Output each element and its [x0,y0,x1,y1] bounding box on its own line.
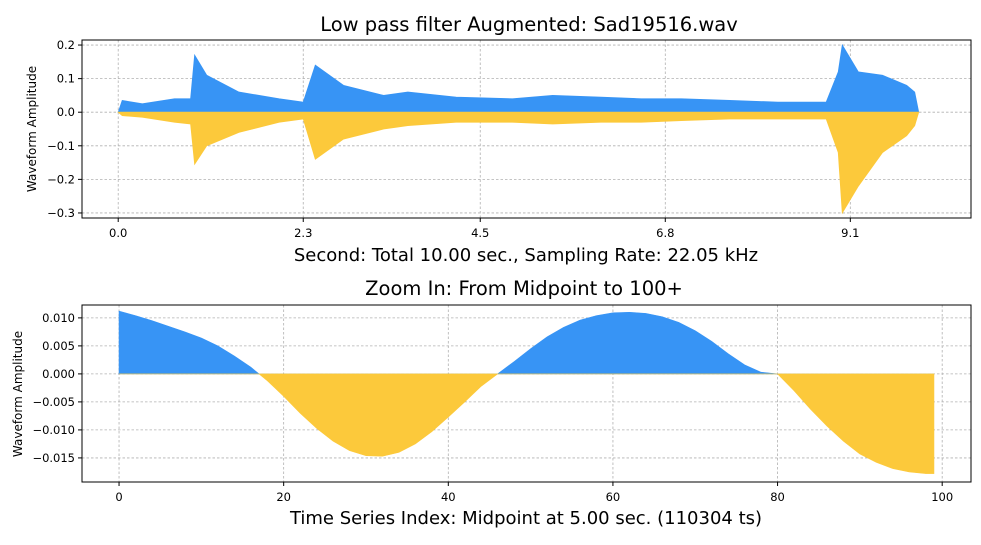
y-tick-label: 0.005 [42,339,75,353]
x-tick-label: 20 [276,490,291,504]
y-tick-label: 0.010 [42,311,75,325]
x-tick-label: 60 [606,490,621,504]
y-tick-label: 0.000 [42,367,75,381]
y-tick-label: −0.015 [32,451,75,465]
negative-envelope [117,111,920,215]
zoom-area [118,310,935,474]
plot-frame [81,39,972,219]
x-axis: 0 20 40 60 80 100 [115,482,953,504]
y-tick-label: 0.1 [57,72,75,86]
x-tick-label: 100 [931,490,953,504]
x-tick-label: 80 [770,490,785,504]
x-tick-label: 6.8 [656,226,674,240]
y-tick-label: −0.005 [32,395,75,409]
y-tick-label: −0.1 [47,139,75,153]
negative-fill [119,373,935,474]
x-tick-label: 4.5 [471,226,489,240]
y-tick-label: −0.2 [47,172,75,186]
x-tick-label: 0.0 [109,226,127,240]
zoom-chart: Zoom In: From Midpoint to 100+ 0 20 40 60 80… [11,277,972,529]
x-tick-label: 2.3 [294,226,312,240]
y-tick-label: −0.3 [47,206,75,220]
y-tick-label: 0.0 [57,105,75,119]
waveform-area [117,43,920,215]
x-axis: 0.0 2.3 4.5 6.8 9.1 [109,218,859,240]
x-tick-label: 9.1 [841,226,859,240]
x-axis-label: Time Series Index: Midpoint at 5.00 sec.… [289,508,762,529]
x-axis-label: Second: Total 10.00 sec., Sampling Rate:… [294,245,758,266]
positive-fill [118,310,934,375]
chart-title: Zoom In: From Midpoint to 100+ [365,277,683,300]
x-tick-label: 0 [115,490,122,504]
y-axis-label: Waveform Amplitude [25,66,39,192]
y-tick-label: 0.2 [57,38,75,52]
y-axis: −0.015 −0.010 −0.005 0.000 0.005 0.010 [32,311,82,465]
y-axis: −0.3 −0.2 −0.1 0.0 0.1 0.2 [47,38,82,220]
positive-envelope [117,43,920,113]
y-axis-label: Waveform Amplitude [11,331,25,457]
chart-title: Low pass filter Augmented: Sad19516.wav [320,13,738,36]
x-tick-label: 40 [441,490,456,504]
y-tick-label: −0.010 [32,423,75,437]
plot-frame [81,304,972,483]
waveform-chart: Low pass filter Augmented: Sad19516.wav … [25,13,972,266]
